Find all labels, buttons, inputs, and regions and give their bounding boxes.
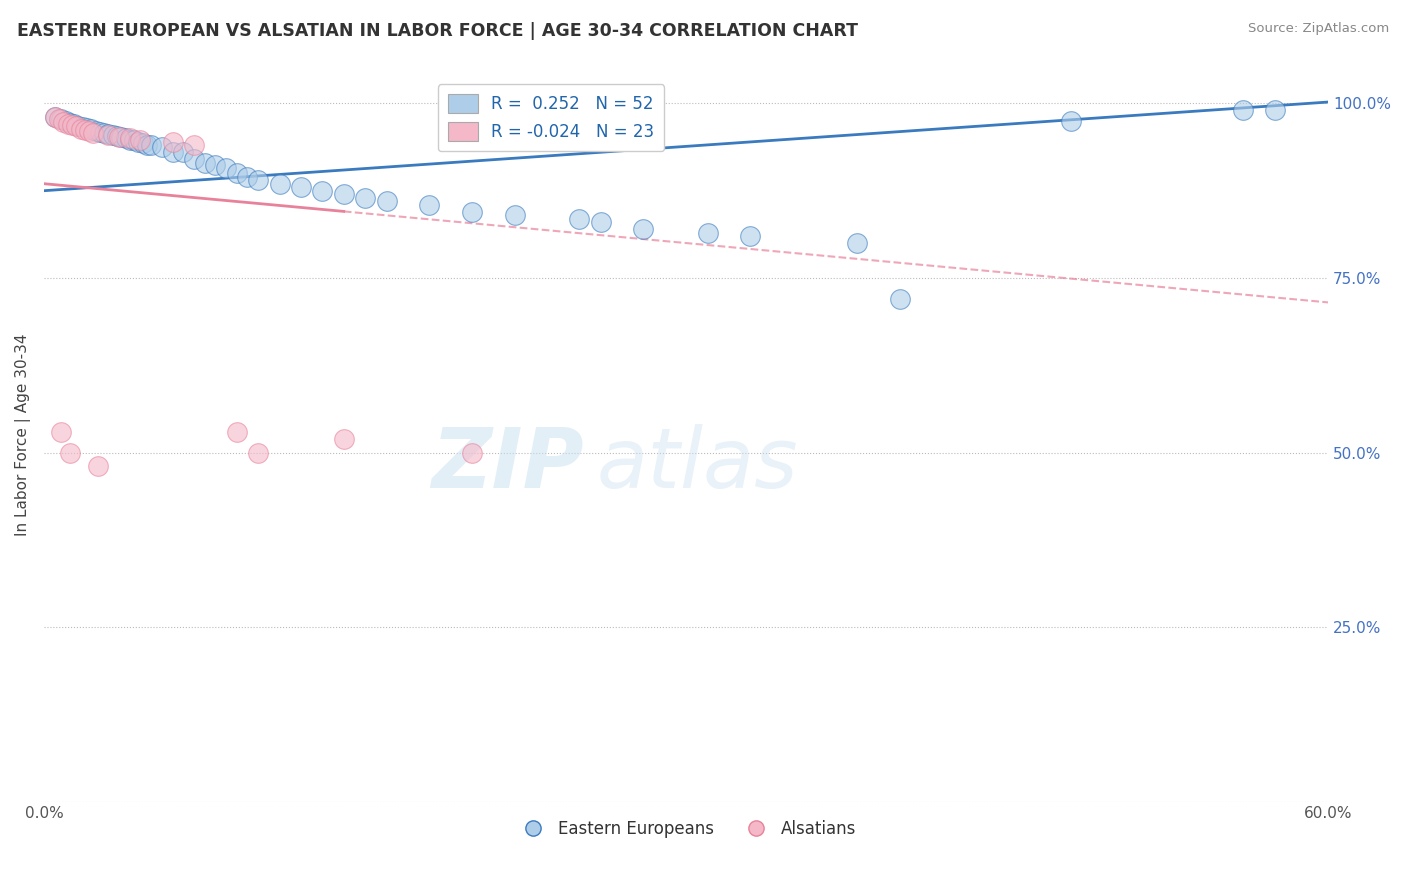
- Point: [55, 114, 77, 128]
- Point: [93, 126, 115, 140]
- Point: [122, 133, 145, 147]
- Point: [162, 145, 184, 160]
- Point: [269, 177, 291, 191]
- Point: [52, 114, 75, 128]
- Point: [225, 425, 247, 439]
- Point: [48, 112, 70, 127]
- Point: [135, 137, 157, 152]
- Point: [568, 211, 591, 226]
- Point: [247, 445, 270, 459]
- Point: [69, 121, 91, 136]
- Point: [118, 133, 141, 147]
- Point: [59, 116, 82, 130]
- Point: [311, 184, 333, 198]
- Text: EASTERN EUROPEAN VS ALSATIAN IN LABOR FORCE | AGE 30-34 CORRELATION CHART: EASTERN EUROPEAN VS ALSATIAN IN LABOR FO…: [17, 22, 858, 40]
- Point: [72, 120, 94, 135]
- Point: [59, 445, 82, 459]
- Point: [89, 125, 111, 139]
- Point: [503, 208, 526, 222]
- Point: [1060, 114, 1083, 128]
- Point: [51, 425, 73, 439]
- Point: [80, 122, 103, 136]
- Legend: Eastern Europeans, Alsatians: Eastern Europeans, Alsatians: [509, 814, 863, 845]
- Point: [354, 191, 377, 205]
- Point: [131, 136, 153, 151]
- Point: [82, 127, 104, 141]
- Point: [44, 111, 66, 125]
- Point: [461, 204, 484, 219]
- Point: [225, 166, 247, 180]
- Point: [77, 124, 100, 138]
- Point: [97, 127, 120, 141]
- Point: [141, 138, 163, 153]
- Point: [236, 169, 259, 184]
- Text: ZIP: ZIP: [430, 424, 583, 505]
- Point: [110, 130, 132, 145]
- Point: [247, 173, 270, 187]
- Point: [129, 133, 152, 147]
- Point: [889, 292, 911, 306]
- Point: [108, 130, 131, 145]
- Point: [461, 445, 484, 459]
- Point: [67, 119, 90, 133]
- Point: [1232, 103, 1254, 118]
- Point: [162, 135, 184, 149]
- Point: [150, 139, 173, 153]
- Point: [97, 128, 120, 142]
- Point: [333, 187, 356, 202]
- Point: [51, 112, 73, 126]
- Point: [740, 229, 762, 244]
- Point: [86, 459, 108, 474]
- Point: [56, 117, 79, 131]
- Point: [84, 123, 107, 137]
- Point: [76, 120, 98, 135]
- Point: [204, 158, 226, 172]
- Text: Source: ZipAtlas.com: Source: ZipAtlas.com: [1249, 22, 1389, 36]
- Point: [44, 111, 66, 125]
- Point: [696, 226, 718, 240]
- Point: [172, 145, 194, 160]
- Point: [194, 155, 217, 169]
- Point: [101, 128, 124, 142]
- Point: [183, 153, 205, 167]
- Point: [114, 131, 136, 145]
- Text: atlas: atlas: [596, 424, 799, 505]
- Point: [105, 129, 128, 144]
- Point: [1264, 103, 1286, 118]
- Point: [127, 135, 149, 149]
- Point: [183, 138, 205, 153]
- Point: [846, 235, 869, 250]
- Point: [333, 432, 356, 446]
- Point: [215, 161, 238, 175]
- Point: [118, 131, 141, 145]
- Point: [65, 120, 87, 134]
- Point: [60, 118, 83, 132]
- Point: [633, 222, 655, 236]
- Point: [375, 194, 398, 209]
- Point: [63, 117, 86, 131]
- Y-axis label: In Labor Force | Age 30-34: In Labor Force | Age 30-34: [15, 334, 31, 536]
- Point: [73, 123, 96, 137]
- Point: [418, 197, 440, 211]
- Point: [290, 180, 312, 194]
- Point: [589, 215, 612, 229]
